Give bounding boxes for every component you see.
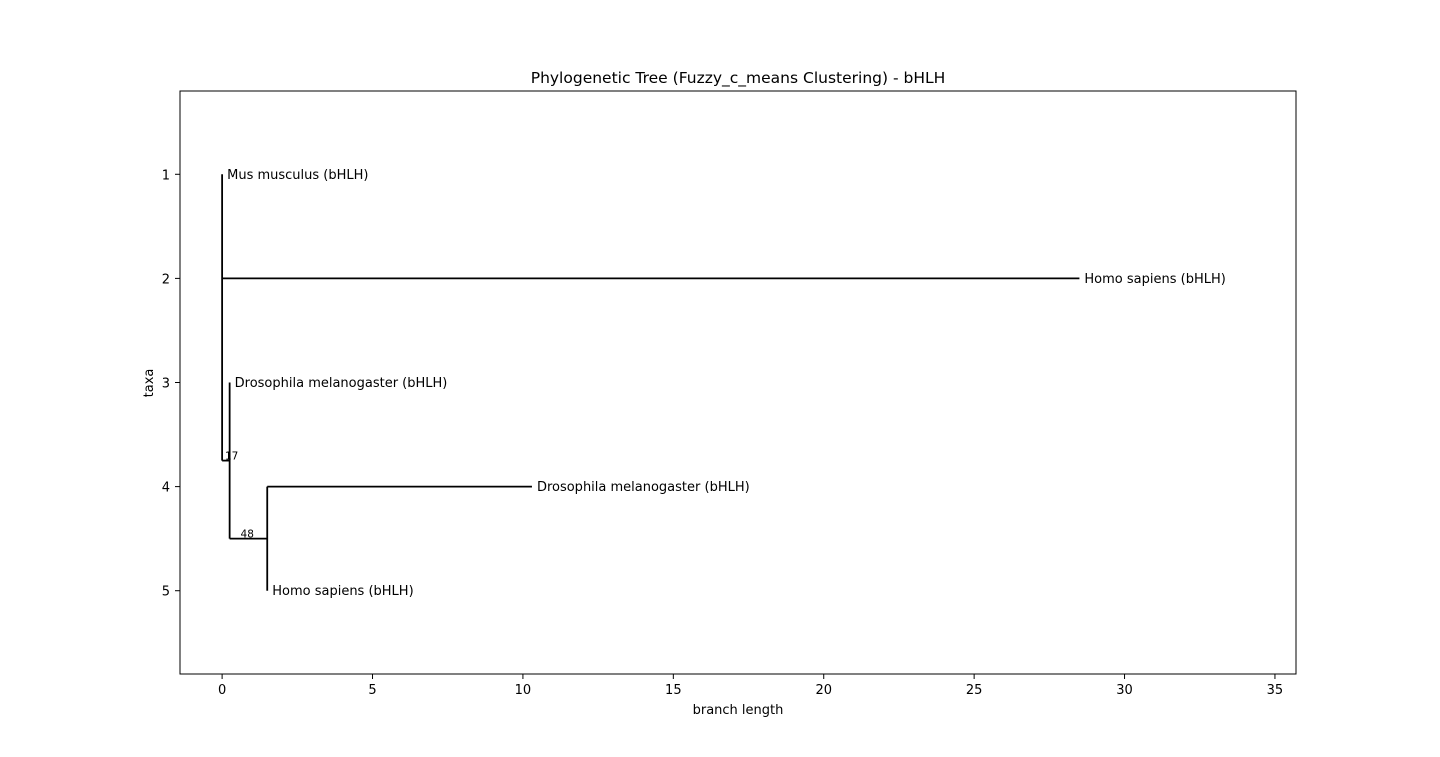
- x-tick-label: 10: [515, 683, 532, 698]
- x-axis-title: branch length: [693, 703, 784, 718]
- leaf-label: Drosophila melanogaster (bHLH): [537, 480, 750, 495]
- leaf-label: Drosophila melanogaster (bHLH): [235, 376, 448, 391]
- x-tick-label: 5: [368, 683, 376, 698]
- x-tick-label: 30: [1116, 683, 1133, 698]
- x-tick-label: 15: [665, 683, 682, 698]
- leaf-label: Homo sapiens (bHLH): [272, 584, 413, 599]
- y-tick-label: 5: [162, 585, 170, 600]
- plot-area: 17 48 Mus musculus (bHLH) Homo sapiens (b…: [221, 168, 1226, 599]
- x-tick-label: 25: [966, 683, 983, 698]
- leaf-label: Homo sapiens (bHLH): [1084, 272, 1225, 287]
- y-tick-label: 4: [162, 481, 170, 496]
- y-axis: 1 2 3 4 5: [162, 168, 180, 600]
- y-tick-label: 1: [162, 168, 170, 183]
- x-tick-label: 20: [815, 683, 832, 698]
- support-value-label: 48: [241, 529, 254, 541]
- y-axis-title: taxa: [142, 369, 157, 398]
- x-tick-label: 0: [218, 683, 226, 698]
- y-tick-label: 2: [162, 272, 170, 287]
- chart-title: Phylogenetic Tree (Fuzzy_c_means Cluster…: [531, 69, 946, 88]
- x-axis: 0 5 10 15 20 25 30 35: [218, 674, 1283, 698]
- leaf-label: Mus musculus (bHLH): [227, 168, 368, 183]
- y-tick-label: 3: [162, 377, 170, 392]
- support-value-label: 17: [225, 451, 238, 463]
- x-tick-label: 35: [1267, 683, 1284, 698]
